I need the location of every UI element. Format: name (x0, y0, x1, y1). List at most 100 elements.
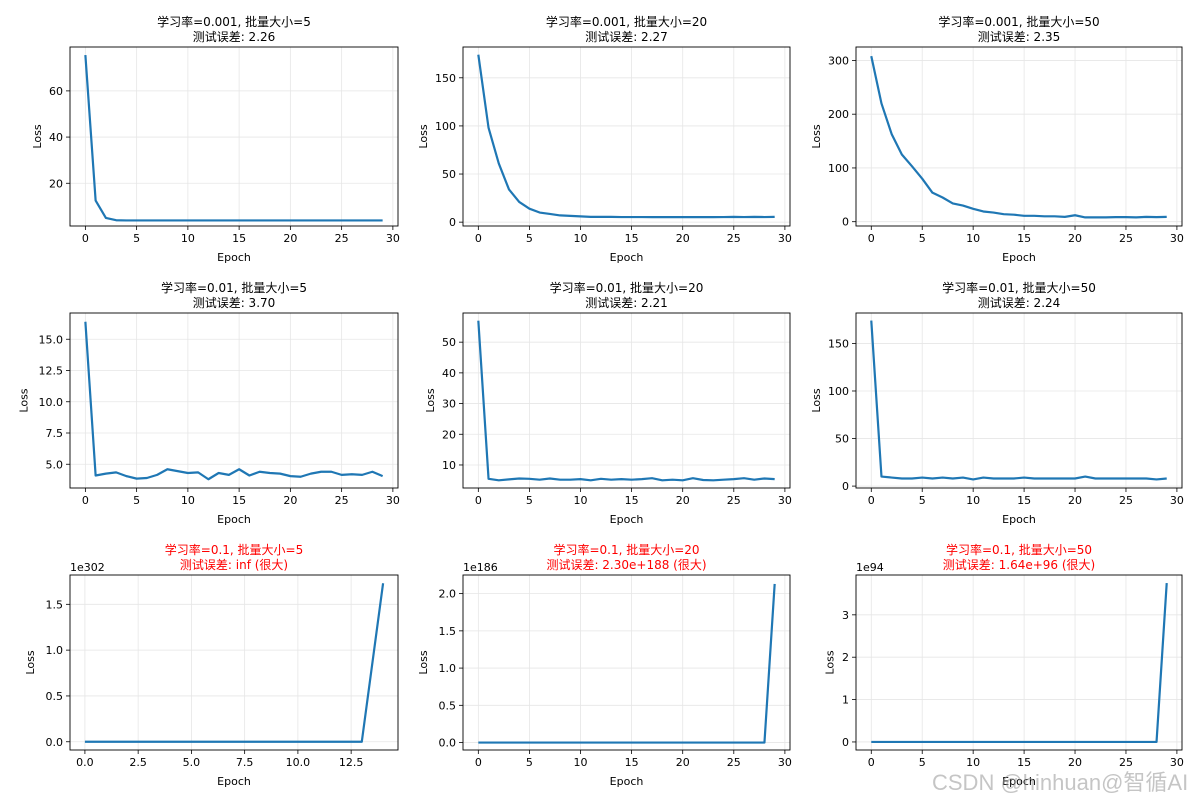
y-tick-label: 7.5 (46, 427, 64, 440)
x-tick-label: 30 (386, 232, 400, 245)
chart-panel-5: 0 5 10 15 20 25 30 10 20 30 40 50 Epoch Loss 学习率=0.01,… (424, 280, 792, 526)
x-tick-label: 0 (475, 756, 482, 769)
x-tick-label: 20 (676, 232, 690, 245)
chart-subtitle: 测试误差: 3.70 (193, 295, 276, 310)
x-tick-label: 30 (778, 232, 792, 245)
chart-panel-2: 0 5 10 15 20 25 30 0 50 100 150 Epoch Loss 学习率=0.001,… (417, 14, 792, 264)
x-axis-label: Epoch (1002, 513, 1036, 526)
x-axis-label: Epoch (217, 775, 251, 788)
x-tick-label: 10 (966, 494, 980, 507)
x-tick-label: 0 (868, 756, 875, 769)
x-axis-label: Epoch (610, 513, 644, 526)
chart-title: 学习率=0.1, 批量大小=20 (553, 542, 699, 557)
y-tick-label: 0 (842, 736, 849, 749)
loss-series-line (84, 55, 383, 222)
loss-series-line (478, 583, 776, 744)
y-tick-label: 0 (449, 216, 456, 229)
plot-frame (69, 574, 399, 751)
y-tick-label: 0.0 (439, 737, 457, 750)
chart-panel-1: 0 5 10 15 20 25 30 20 40 60 Epoch Loss 学习率=0.001, 批量… (31, 14, 400, 264)
x-tick-label: 7.5 (236, 756, 254, 769)
y-tick-label: 1.5 (439, 625, 457, 638)
y-tick-label: 1 (842, 694, 849, 707)
y-tick-label: 100 (828, 162, 849, 175)
y-tick-label: 50 (835, 433, 849, 446)
y-tick-label: 0.5 (439, 699, 457, 712)
x-tick-label: 10 (574, 756, 588, 769)
chart-title: 学习率=0.001, 批量大小=5 (157, 14, 311, 29)
x-tick-label: 20 (283, 494, 297, 507)
x-tick-label: 5 (526, 756, 533, 769)
x-tick-label: 30 (1170, 232, 1184, 245)
y-axis-label: Loss (810, 388, 823, 412)
x-tick-label: 30 (778, 756, 792, 769)
x-tick-label: 5 (133, 494, 140, 507)
x-tick-label: 10 (966, 232, 980, 245)
x-tick-label: 5 (919, 232, 926, 245)
x-tick-label: 15 (232, 232, 246, 245)
y-exponent-label: 1e186 (463, 561, 498, 574)
plot-frame (462, 574, 791, 751)
y-tick-label: 40 (442, 367, 456, 380)
y-tick-label: 0.5 (46, 690, 64, 703)
chart-subtitle: 测试误差: 2.35 (978, 29, 1061, 44)
y-tick-label: 10 (442, 459, 456, 472)
x-tick-label: 5.0 (183, 756, 201, 769)
y-tick-label: 12.5 (39, 365, 64, 378)
x-tick-label: 25 (1119, 756, 1133, 769)
x-tick-label: 20 (1068, 756, 1082, 769)
y-tick-label: 50 (442, 336, 456, 349)
x-axis-label: Epoch (610, 251, 644, 264)
x-tick-label: 25 (1119, 232, 1133, 245)
chart-title: 学习率=0.01, 批量大小=20 (550, 280, 704, 295)
x-tick-label: 15 (625, 232, 639, 245)
x-tick-label: 5 (133, 232, 140, 245)
x-tick-label: 25 (727, 232, 741, 245)
y-tick-label: 5.0 (46, 458, 64, 471)
y-tick-label: 100 (828, 385, 849, 398)
y-tick-label: 150 (435, 72, 456, 85)
loss-series-line (84, 321, 384, 481)
x-tick-label: 30 (778, 494, 792, 507)
x-tick-label: 25 (1119, 494, 1133, 507)
y-tick-label: 100 (435, 120, 456, 133)
loss-series-line (477, 320, 775, 482)
y-tick-label: 40 (49, 131, 63, 144)
y-tick-label: 0 (842, 216, 849, 229)
x-tick-label: 15 (625, 756, 639, 769)
x-tick-label: 25 (335, 494, 349, 507)
y-tick-label: 3 (842, 609, 849, 622)
plot-frame (462, 46, 791, 227)
chart-subtitle: 测试误差: 1.64e+96 (很大) (943, 557, 1095, 572)
chart-subtitle: 测试误差: inf (很大) (180, 557, 288, 572)
plot-frame (855, 574, 1183, 751)
x-tick-label: 5 (526, 494, 533, 507)
y-axis-label: Loss (31, 124, 44, 148)
x-tick-label: 10 (574, 232, 588, 245)
y-tick-label: 0 (842, 480, 849, 493)
x-tick-label: 10 (181, 232, 195, 245)
chart-panel-9: 0 5 10 15 20 25 30 0 1 2 3 Epoch Loss 1e94 学习率=0.1, 批量… (823, 542, 1184, 788)
chart-subtitle: 测试误差: 2.24 (978, 295, 1061, 310)
x-tick-label: 25 (727, 494, 741, 507)
y-tick-label: 2.0 (439, 588, 457, 601)
chart-panel-8: 0 5 10 15 20 25 30 0.0 0.5 1.0 1.5 2.0 Epoch Loss 1e18… (417, 542, 792, 788)
x-tick-label: 20 (283, 232, 297, 245)
x-tick-label: 0 (868, 232, 875, 245)
y-exponent-label: 1e302 (70, 561, 105, 574)
y-exponent-label: 1e94 (856, 561, 884, 574)
x-tick-label: 2.5 (129, 756, 147, 769)
x-tick-label: 12.5 (339, 756, 364, 769)
plot-frame (855, 312, 1183, 489)
y-tick-label: 0.0 (46, 736, 64, 749)
chart-subtitle: 测试误差: 2.21 (585, 295, 668, 310)
loss-series-line (870, 55, 1167, 219)
chart-title: 学习率=0.01, 批量大小=50 (942, 280, 1096, 295)
x-tick-label: 0 (82, 494, 89, 507)
x-tick-label: 0 (475, 494, 482, 507)
chart-title: 学习率=0.1, 批量大小=5 (165, 542, 303, 557)
y-axis-label: Loss (18, 388, 31, 412)
plot-frame (69, 46, 399, 227)
x-tick-label: 10 (181, 494, 195, 507)
chart-panel-6: 0 5 10 15 20 25 30 0 50 100 150 Epoch Loss 学习率=0.01, … (810, 280, 1184, 526)
